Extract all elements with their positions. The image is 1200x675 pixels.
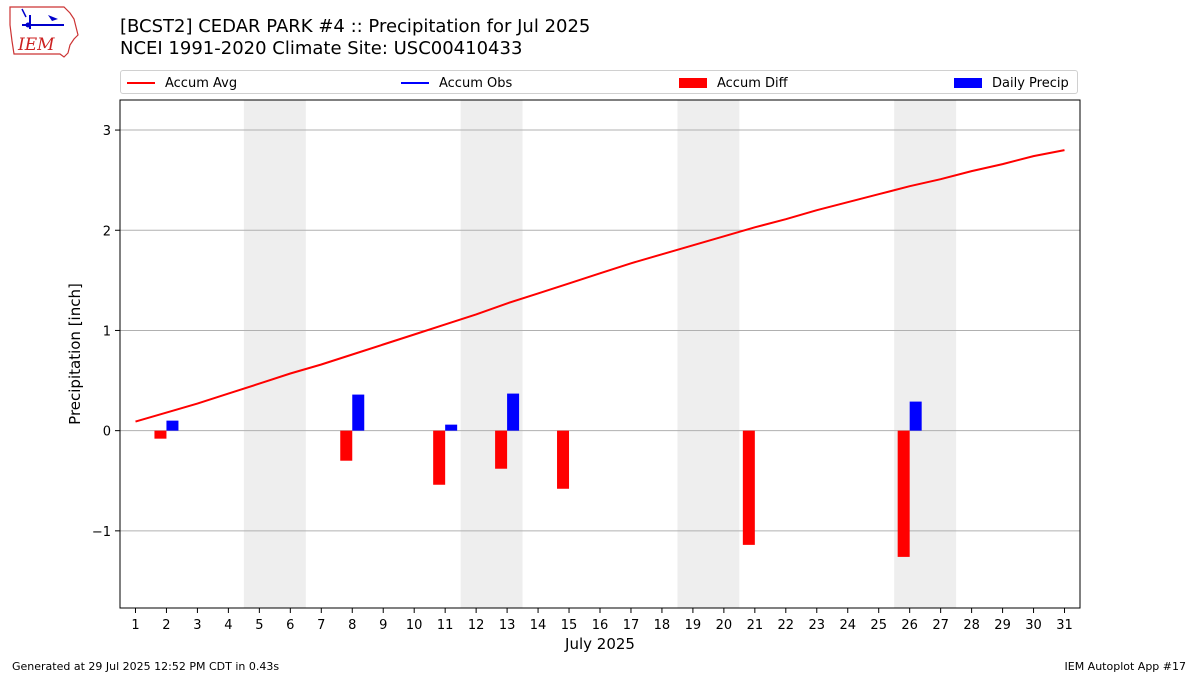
daily-precip-bar [166, 420, 179, 431]
legend-item-accum-diff: Accum Diff [679, 74, 788, 92]
x-tick-label: 3 [193, 618, 201, 633]
x-tick-label: 27 [932, 618, 949, 633]
x-tick-label: 8 [348, 618, 356, 633]
legend-item-daily-precip: Daily Precip [954, 74, 1069, 92]
x-tick-label: 24 [839, 618, 856, 633]
x-tick-label: 16 [592, 618, 609, 633]
legend-swatch-accum-avg [127, 82, 155, 84]
x-tick-label: 18 [654, 618, 671, 633]
iowa-state-outline [9, 6, 79, 58]
legend-swatch-accum-diff [679, 78, 707, 88]
daily-precip-bar [352, 394, 365, 431]
accum-avg-line [135, 149, 1065, 423]
daily-precip-bar [507, 393, 520, 431]
accum-diff-bar [742, 430, 755, 545]
footer-app: IEM Autoplot App #17 [1064, 660, 1187, 673]
weekend-shade [243, 100, 306, 608]
x-tick-label: 31 [1056, 618, 1073, 633]
title-line-1: [BCST2] CEDAR PARK #4 :: Precipitation f… [120, 16, 591, 37]
x-tick-label: 5 [255, 618, 263, 633]
legend-label-accum-obs: Accum Obs [439, 75, 513, 91]
x-tick-label: 29 [994, 618, 1011, 633]
title-line-2: NCEI 1991-2020 Climate Site: USC00410433 [120, 38, 523, 59]
x-tick-label: 22 [778, 618, 795, 633]
x-axis-label: July 2025 [564, 635, 635, 653]
x-tick-label: 28 [963, 618, 980, 633]
weekend-shade [460, 100, 523, 608]
footer-generated: Generated at 29 Jul 2025 12:52 PM CDT in… [12, 660, 280, 673]
legend-label-daily-precip: Daily Precip [992, 75, 1069, 91]
accum-diff-bar [154, 430, 167, 439]
x-tick-label: 2 [162, 618, 170, 633]
y-tick-label: 3 [103, 124, 111, 139]
y-axis-label: Precipitation [inch] [66, 283, 84, 425]
x-tick-label: 21 [747, 618, 764, 633]
x-tick-label: 13 [499, 618, 516, 633]
legend-label-accum-avg: Accum Avg [165, 75, 238, 91]
x-tick-label: 26 [901, 618, 918, 633]
x-tick-label: 6 [286, 618, 294, 633]
accum-diff-bar [433, 430, 446, 485]
weekend-shade [677, 100, 740, 608]
legend-item-accum-obs: Accum Obs [401, 74, 512, 92]
iem-logo: IEM [9, 6, 79, 58]
x-tick-label: 7 [317, 618, 325, 633]
legend-swatch-accum-obs [401, 82, 429, 84]
accum-diff-bar [557, 430, 570, 489]
legend: Accum Avg Accum Obs Accum Diff Daily Pre… [120, 70, 1078, 94]
y-tick-label: −1 [92, 525, 111, 540]
x-tick-label: 30 [1025, 618, 1042, 633]
x-tick-label: 23 [809, 618, 826, 633]
y-tick-label: 2 [103, 224, 111, 239]
legend-label-accum-diff: Accum Diff [717, 75, 788, 91]
accum-diff-bar [340, 430, 353, 461]
x-tick-label: 9 [379, 618, 387, 633]
x-tick-label: 4 [224, 618, 232, 633]
x-tick-label: 11 [437, 618, 454, 633]
y-tick-label: 0 [103, 425, 111, 440]
chart-title: [BCST2] CEDAR PARK #4 :: Precipitation f… [120, 16, 590, 60]
accum-diff-bar [897, 430, 910, 557]
daily-precip-bar [445, 424, 458, 431]
accum-diff-bar [495, 430, 508, 469]
legend-item-accum-avg: Accum Avg [127, 74, 237, 92]
x-tick-label: 10 [406, 618, 423, 633]
x-tick-label: 1 [131, 618, 139, 633]
x-tick-label: 25 [870, 618, 887, 633]
x-tick-label: 14 [530, 618, 547, 633]
legend-swatch-daily-precip [954, 78, 982, 88]
x-tick-label: 17 [623, 618, 640, 633]
x-tick-label: 15 [561, 618, 578, 633]
x-tick-label: 20 [716, 618, 733, 633]
y-tick-label: 1 [103, 324, 111, 339]
x-tick-label: 19 [685, 618, 702, 633]
x-tick-label: 12 [468, 618, 485, 633]
logo-text: IEM [17, 35, 55, 55]
daily-precip-bar [909, 401, 922, 431]
